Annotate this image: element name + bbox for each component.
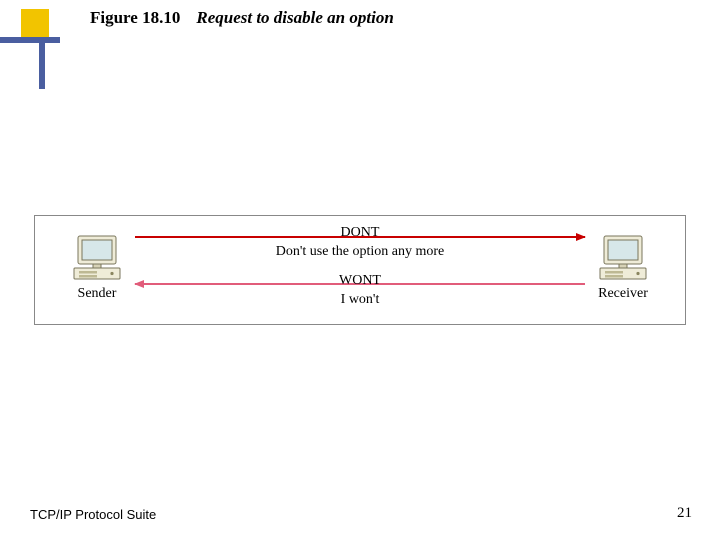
msg-dont-cmd: DONT bbox=[145, 224, 575, 243]
sender-node: Sender bbox=[63, 234, 131, 302]
protocol-diagram: Sender Receiver DONT Don't use the optio… bbox=[34, 215, 686, 325]
computer-icon bbox=[596, 234, 650, 284]
computer-icon bbox=[70, 234, 124, 284]
receiver-node: Receiver bbox=[589, 234, 657, 302]
decor-bar-horizontal bbox=[0, 37, 60, 43]
decor-bar-vertical bbox=[39, 37, 45, 89]
figure-title: Figure 18.10 Request to disable an optio… bbox=[90, 8, 394, 28]
figure-caption: Request to disable an option bbox=[196, 8, 393, 28]
footer-page-number: 21 bbox=[677, 505, 692, 522]
msg-wont-text: I won't bbox=[145, 291, 575, 310]
message-column: DONT Don't use the option any more WONT … bbox=[145, 224, 575, 310]
sender-label: Sender bbox=[63, 286, 131, 302]
figure-number: Figure 18.10 bbox=[90, 8, 180, 28]
receiver-label: Receiver bbox=[589, 286, 657, 302]
footer-book-title: TCP/IP Protocol Suite bbox=[30, 507, 156, 522]
decor-square bbox=[21, 9, 49, 37]
msg-wont-cmd: WONT bbox=[145, 272, 575, 291]
msg-dont-text: Don't use the option any more bbox=[145, 243, 575, 262]
